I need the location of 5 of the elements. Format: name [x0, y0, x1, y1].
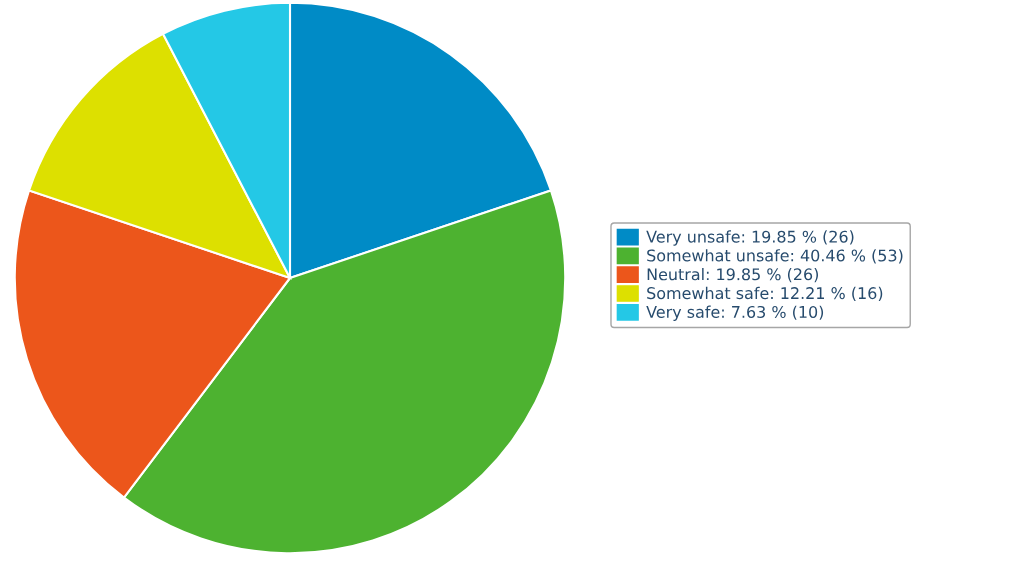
legend-label: Somewhat unsafe: 40.46 % (53) — [647, 249, 903, 264]
legend-label: Neutral: 19.85 % (26) — [647, 267, 819, 283]
legend-label: Very safe: 7.63 % (10) — [646, 305, 824, 322]
legend-label: Somewhat safe: 12.21 % (16) — [647, 286, 883, 302]
legend-label: Very unsafe: 19.85 % (26) — [646, 230, 854, 246]
